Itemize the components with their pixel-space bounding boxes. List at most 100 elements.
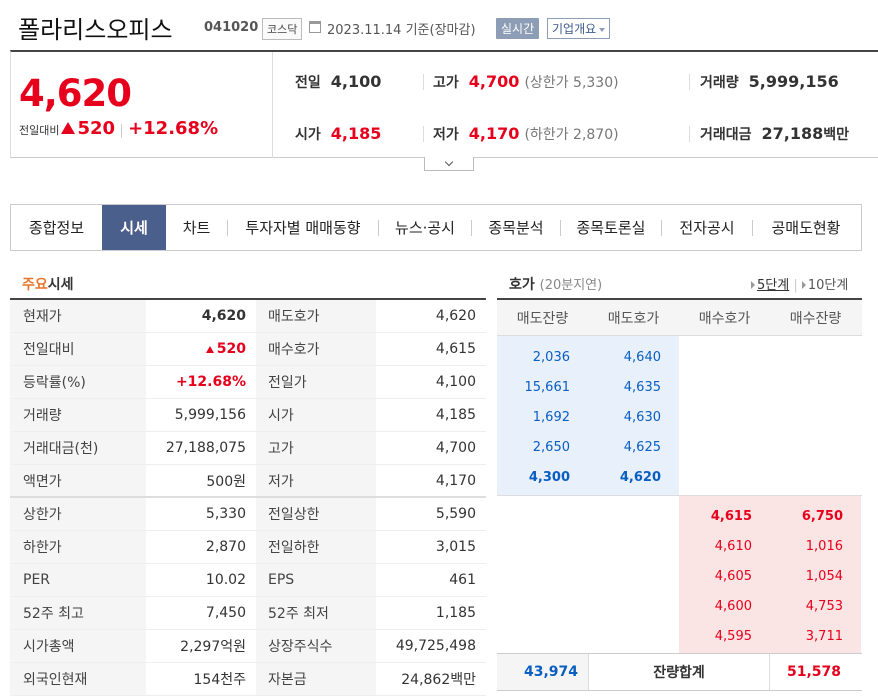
row-label: 매도호가	[256, 300, 376, 332]
ask-block: 2,036 4,640 15,661 4,635 1,692 4,630 2,650 4…	[497, 336, 679, 495]
ask-price: 4,625	[623, 439, 661, 455]
tab-news[interactable]: 뉴스·공시	[395, 219, 455, 237]
main-quote-title: 주요시세	[22, 274, 74, 294]
date-basis: 기준(장마감)	[405, 23, 476, 38]
tab-quote[interactable]: 시세	[102, 205, 166, 250]
row-label: 매수호가	[256, 333, 376, 365]
ask-row: 15,661 4,635	[497, 372, 679, 402]
divider	[227, 219, 228, 236]
bid-price: 4,610	[714, 538, 752, 554]
orderbook-title-text: 호가	[509, 277, 535, 293]
table-row: 외국인현재 154천주 자본금 24,862백만	[10, 663, 486, 696]
row-value: 7,450	[205, 605, 246, 621]
amount-value: 27,188	[761, 124, 824, 143]
total-label: 잔량합계	[588, 654, 770, 690]
tab-short-selling[interactable]: 공매도현황	[771, 219, 841, 237]
prev-label: 전일	[295, 75, 321, 91]
row-value: 4,620	[435, 308, 476, 324]
bid-qty: 4,753	[805, 598, 843, 614]
row-value: 2,297억원	[180, 639, 246, 655]
tab-chart[interactable]: 차트	[182, 219, 211, 237]
bid-row: 4,615 6,750	[679, 501, 861, 531]
bid-qty: 3,711	[805, 628, 843, 644]
bid-section: 4,615 6,750 4,610 1,016 4,605 1,054 4,600 4,…	[497, 495, 862, 653]
low-price: 저가 4,170 (하한가 2,870)	[433, 124, 619, 144]
row-value: 10.02	[205, 572, 246, 588]
change-percent: +12.68%	[128, 118, 219, 139]
change-label: 전일대비	[19, 124, 60, 137]
quote-date: 2023.11.14 기준(장마감)	[327, 19, 476, 38]
divider	[560, 219, 561, 236]
realtime-button[interactable]: 실시간	[496, 18, 540, 39]
ask-row: 1,692 4,630	[497, 402, 679, 432]
ask-price: 4,630	[623, 409, 661, 425]
row-label: 시가총액	[10, 630, 146, 662]
row-value: 5,590	[435, 506, 476, 522]
title-text: 시세	[47, 277, 74, 293]
chevron-down-icon	[599, 27, 606, 32]
column-header: 매수잔량	[789, 310, 842, 327]
change-amount: 520	[77, 118, 116, 139]
high-value: 4,700	[468, 72, 520, 91]
tab-investor-trend[interactable]: 투자자별 매매동향	[245, 219, 361, 237]
date-value: 2023.11.14	[327, 23, 402, 38]
stock-header: 폴라리스오피스 041020 코스닥 2023.11.14 기준(장마감) 실시…	[0, 0, 878, 50]
ask-qty: 2,036	[532, 349, 570, 365]
ask-row: 2,036 4,640	[497, 342, 679, 372]
expand-summary-button[interactable]	[424, 157, 474, 171]
change-row: 전일대비 520 +12.68%	[19, 118, 218, 139]
row-label: 하한가	[10, 531, 146, 563]
tab-analysis[interactable]: 종목분석	[488, 219, 544, 237]
calendar-icon	[309, 21, 321, 33]
row-value: 500원	[206, 473, 246, 490]
divider	[471, 219, 472, 236]
tab-overview[interactable]: 종합정보	[28, 219, 85, 237]
title-accent: 주요	[22, 277, 48, 293]
current-price: 4,620	[19, 72, 132, 115]
row-label: 전일가	[256, 366, 376, 398]
ask-qty: 1,692	[532, 409, 570, 425]
row-label: 자본금	[256, 663, 376, 695]
row-value: 49,725,498	[395, 638, 476, 654]
ask-row: 4,300 4,620	[497, 462, 679, 492]
row-label: 거래대금(천)	[10, 432, 146, 464]
row-value: 520	[146, 333, 256, 365]
depth-10-link[interactable]: 10단계	[807, 278, 849, 293]
orderbook-title: 호가 (20분지연)	[509, 274, 602, 294]
table-row: 거래대금(천) 27,188,075 고가 4,700	[10, 432, 486, 465]
bid-price: 4,595	[714, 628, 752, 644]
amount-unit: 백만	[823, 127, 850, 143]
low-value: 4,170	[468, 124, 520, 143]
main-quote-table: 현재가 4,620 매도호가 4,620 전일대비 520 매수호가 4,615…	[10, 298, 486, 696]
row-label: 저가	[256, 465, 376, 496]
empty-cell	[497, 496, 679, 653]
tab-disclosure[interactable]: 전자공시	[679, 219, 735, 237]
row-label: EPS	[256, 564, 376, 596]
row-value: 24,862백만	[401, 672, 476, 688]
total-ask: 43,974	[497, 654, 588, 690]
column-header: 매수호가	[698, 310, 751, 327]
ask-price: 4,620	[619, 469, 661, 485]
divider	[272, 52, 273, 158]
table-row: 52주 최고 7,450 52주 최저 1,185	[10, 597, 486, 630]
market-badge: 코스닥	[262, 18, 303, 40]
table-row: 상한가 5,330 전일상한 5,590	[10, 498, 486, 531]
divider	[121, 123, 123, 138]
bid-row: 4,595 3,711	[679, 621, 861, 651]
open-label: 시가	[295, 127, 321, 143]
row-label: 외국인현재	[10, 663, 146, 695]
bid-price: 4,605	[714, 568, 752, 584]
bid-row: 4,600 4,753	[679, 591, 861, 621]
tab-discussion[interactable]: 종목토론실	[576, 219, 646, 237]
divider	[689, 74, 690, 90]
table-row: 거래량 5,999,156 시가 4,185	[10, 399, 486, 432]
row-label: 거래량	[10, 399, 146, 431]
depth-5-link[interactable]: 5단계	[757, 278, 790, 293]
corp-info-dropdown[interactable]: 기업개요	[547, 18, 611, 39]
prev-close: 전일 4,100	[295, 72, 381, 92]
lower-label: (하한가	[524, 127, 569, 143]
prev-value: 4,100	[330, 72, 382, 91]
divider	[689, 126, 690, 142]
divider	[752, 219, 753, 236]
delay-note: (20분지연)	[539, 278, 603, 293]
